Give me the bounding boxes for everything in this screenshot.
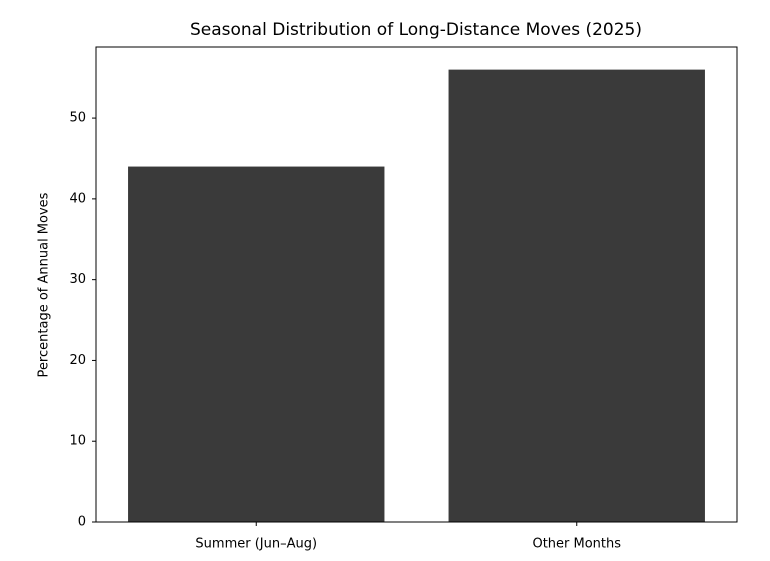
y-tick-label: 0 [78, 515, 86, 530]
x-tick-label: Other Months [532, 537, 621, 552]
bar [448, 69, 705, 522]
chart-title: Seasonal Distribution of Long-Distance M… [190, 20, 642, 40]
y-tick-label: 40 [69, 191, 86, 206]
bar [128, 166, 385, 523]
y-tick-label: 50 [69, 111, 86, 126]
y-tick-label: 30 [69, 272, 86, 287]
y-tick-label: 20 [69, 353, 86, 368]
plot-frame [95, 46, 738, 523]
x-tick-label: Summer (Jun–Aug) [195, 537, 317, 552]
y-tick-label: 10 [69, 434, 86, 449]
y-axis-label: Percentage of Annual Moves [37, 192, 52, 377]
